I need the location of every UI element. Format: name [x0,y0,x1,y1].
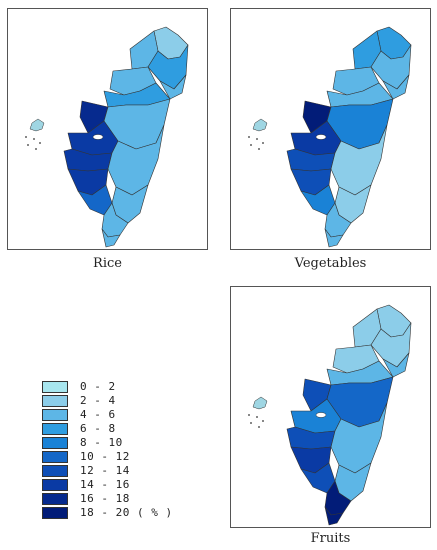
panel-label-fruits: Fruits [310,531,351,546]
legend-label: 6 - 8 [80,422,116,436]
map-frame-fruits [230,286,431,528]
legend-item: 14 - 16 [42,478,192,492]
islet-dot [262,420,264,422]
map-frame-rice [7,8,208,250]
legend-label: 18 - 20 ( % ) [80,506,173,520]
map-rice [25,26,189,248]
map-region-south-far [324,506,344,526]
legend-label: 16 - 18 [80,492,130,506]
legend-item: 2 - 4 [42,394,192,408]
panel-label-rice: Rice [93,256,122,271]
legend-label: 14 - 16 [80,478,130,492]
legend-label: 10 - 12 [80,450,130,464]
islet-dot [27,144,29,146]
islet-shape [252,118,268,132]
legend-swatch [42,422,68,435]
lake-shape [92,134,104,140]
legend-swatch [42,394,68,407]
legend-label: 12 - 14 [80,464,130,478]
panel-label-vegetables: Vegetables [294,256,367,271]
legend-swatch [42,492,68,505]
legend-label: 8 - 10 [80,436,123,450]
islet-dot [35,148,37,150]
map-fruits [248,304,412,526]
map-frame-vegetables [230,8,431,250]
map-region-south-far [324,228,344,248]
legend-item: 4 - 6 [42,408,192,422]
legend-swatch [42,506,68,519]
legend-label: 4 - 6 [80,408,116,422]
legend-swatch [42,436,68,449]
lake-shape [315,412,327,418]
legend: 0 - 2 2 - 4 4 - 6 6 - 8 8 - 10 10 - 12 1… [42,380,192,520]
legend-label: 0 - 2 [80,380,116,394]
map-vegetables [248,26,412,248]
islet-dot [25,136,27,138]
islet-dot [262,142,264,144]
legend-swatch [42,464,68,477]
islet-dot [256,138,258,140]
legend-item: 6 - 8 [42,422,192,436]
legend-item: 12 - 14 [42,464,192,478]
islet-dot [248,136,250,138]
legend-item: 18 - 20 ( % ) [42,506,192,520]
legend-item: 10 - 12 [42,450,192,464]
legend-swatch [42,380,68,393]
islet-dot [256,416,258,418]
legend-item: 8 - 10 [42,436,192,450]
islet-shape [29,118,45,132]
legend-swatch [42,408,68,421]
map-region-ne-coast [159,74,187,100]
islet-dot [250,422,252,424]
legend-label: 2 - 4 [80,394,116,408]
islet-dot [248,414,250,416]
legend-swatch [42,450,68,463]
legend-item: 0 - 2 [42,380,192,394]
map-region-ne-coast [382,352,410,378]
islet-dot [39,142,41,144]
islet-dot [258,148,260,150]
islet-dot [258,426,260,428]
islet-dot [33,138,35,140]
legend-swatch [42,478,68,491]
islet-dot [250,144,252,146]
lake-shape [315,134,327,140]
legend-item: 16 - 18 [42,492,192,506]
islet-shape [252,396,268,410]
map-region-south-far [101,228,121,248]
map-region-ne-coast [382,74,410,100]
